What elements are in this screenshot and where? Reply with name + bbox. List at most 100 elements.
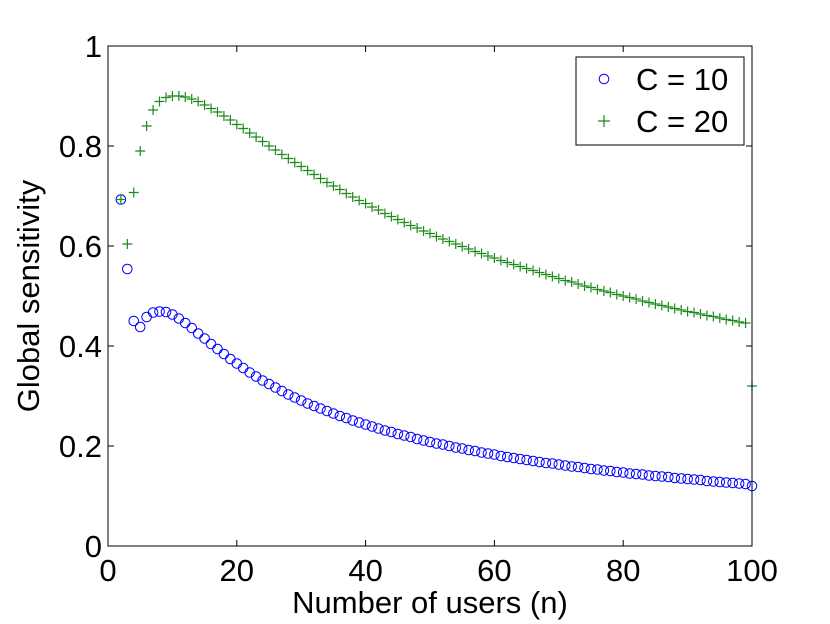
data-point-plus xyxy=(347,192,358,202)
data-point-circle xyxy=(444,440,455,452)
data-point-circle xyxy=(559,460,571,471)
data-point-plus xyxy=(643,297,654,308)
data-point-circle xyxy=(669,472,681,484)
data-point-circle xyxy=(469,445,481,457)
data-point-circle xyxy=(714,476,726,488)
data-point-plus xyxy=(708,311,719,322)
series-c10 xyxy=(115,194,758,492)
y-tick-label: 1 xyxy=(85,29,102,64)
data-point-circle xyxy=(283,389,294,400)
data-point-plus xyxy=(193,96,204,107)
data-point-circle xyxy=(611,466,623,478)
y-tick-label: 0.4 xyxy=(59,329,102,364)
data-point-circle xyxy=(379,425,391,436)
data-point-circle xyxy=(328,408,339,419)
data-point-plus xyxy=(734,317,745,327)
data-point-plus xyxy=(425,228,435,239)
data-point-plus xyxy=(598,286,609,296)
data-point-plus xyxy=(489,253,500,263)
data-point-circle xyxy=(688,474,700,485)
data-point-plus xyxy=(289,157,300,168)
data-point-circle xyxy=(257,375,268,386)
data-point-plus xyxy=(173,91,184,101)
data-point-plus xyxy=(663,302,674,312)
data-point-plus xyxy=(631,294,642,304)
data-point-plus xyxy=(482,251,493,261)
data-point-plus xyxy=(392,214,403,225)
data-point-plus xyxy=(231,119,242,130)
axes-box xyxy=(107,45,753,547)
data-point-plus xyxy=(560,275,571,286)
data-point-circle xyxy=(508,452,520,464)
data-point-plus xyxy=(470,246,481,257)
data-point-plus xyxy=(367,202,378,212)
data-point-circle xyxy=(276,385,288,397)
data-point-plus xyxy=(682,306,693,317)
data-point-plus xyxy=(528,265,539,276)
data-point-plus xyxy=(727,315,738,326)
data-point-circle xyxy=(592,464,603,475)
data-point-circle xyxy=(585,463,597,475)
series-c20 xyxy=(115,91,757,391)
x-tick-label: 100 xyxy=(726,553,778,588)
y-tick-label: 0.8 xyxy=(59,129,102,164)
data-point-plus xyxy=(508,259,519,270)
data-point-plus xyxy=(360,198,371,209)
data-point-circle xyxy=(308,400,320,412)
data-point-plus xyxy=(656,300,667,311)
data-point-plus xyxy=(354,195,365,206)
data-point-circle xyxy=(270,382,281,393)
data-point-circle xyxy=(411,433,423,445)
data-point-circle xyxy=(302,398,313,409)
data-point-plus xyxy=(199,100,210,110)
data-point-circle xyxy=(662,471,674,483)
data-point-circle xyxy=(553,459,565,470)
y-tick-label: 0.2 xyxy=(59,429,102,464)
data-point-circle xyxy=(360,419,371,430)
data-point-plus xyxy=(283,153,294,164)
data-point-plus xyxy=(502,257,513,268)
data-point-plus xyxy=(257,136,268,147)
data-point-circle xyxy=(340,412,352,424)
legend-marker-c20 xyxy=(598,115,610,127)
data-point-circle xyxy=(366,421,378,432)
data-point-circle xyxy=(624,468,635,479)
data-point-circle xyxy=(637,469,648,480)
legend-label-c20: C = 20 xyxy=(636,104,728,139)
data-point-circle xyxy=(675,473,687,484)
data-point-plus xyxy=(412,223,423,233)
data-point-circle xyxy=(701,475,713,487)
data-point-circle xyxy=(579,462,590,474)
data-point-plus xyxy=(141,121,152,131)
data-point-plus xyxy=(218,111,229,121)
data-point-circle xyxy=(521,454,532,466)
data-point-circle xyxy=(456,443,468,454)
data-point-circle xyxy=(727,477,738,489)
data-point-plus xyxy=(276,149,287,160)
data-point-plus xyxy=(115,194,126,205)
data-point-circle xyxy=(572,461,584,473)
data-point-plus xyxy=(296,161,307,172)
data-point-plus xyxy=(431,231,442,242)
data-point-plus xyxy=(437,234,448,244)
y-tick-label: 0 xyxy=(85,529,102,564)
data-point-plus xyxy=(148,105,159,115)
data-point-circle xyxy=(334,410,346,422)
data-point-plus xyxy=(270,145,281,155)
data-point-circle xyxy=(392,428,404,440)
data-point-plus xyxy=(605,287,616,298)
data-point-circle xyxy=(547,458,558,469)
data-point-plus xyxy=(334,184,345,195)
data-point-plus xyxy=(135,146,146,156)
data-point-plus xyxy=(714,313,725,323)
data-point-circle xyxy=(424,436,436,448)
data-point-plus xyxy=(547,271,558,282)
x-tick-label: 0 xyxy=(99,553,116,588)
data-point-circle xyxy=(476,447,487,458)
y-tick-label: 0.6 xyxy=(59,229,102,264)
data-point-circle xyxy=(295,395,307,406)
data-point-plus xyxy=(592,284,603,295)
data-point-circle xyxy=(650,470,661,482)
data-point-circle xyxy=(154,306,165,317)
data-point-plus xyxy=(701,310,712,321)
